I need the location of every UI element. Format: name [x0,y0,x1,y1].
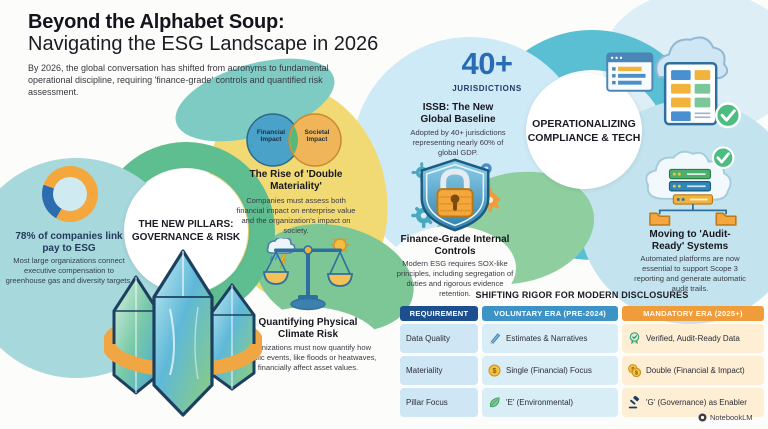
table-row: Verified, Audit-Ready Data [622,324,764,353]
coin-icon: $ [488,364,501,377]
table-row: Materiality [400,356,478,385]
page-subtitle: By 2026, the global conversation has shi… [28,63,329,98]
coins-icon: $$ [628,364,641,377]
jurisdictions-stat-value: 40+ [461,46,513,81]
table-row: Estimates & Narratives [482,324,618,353]
cell-requirement: Pillar Focus [406,398,448,407]
operationalizing-line1: OPERATIONALIZING [532,117,636,130]
table-row: 'G' (Governance) as Enabler [622,388,764,417]
venn-diagram-icon [246,113,342,167]
table-row: $$ Double (Financial & Impact) [622,356,764,385]
node-new-pillars-label: THE NEW PILLARS: GOVERNANCE & RISK [132,218,240,244]
attribution-text: NotebookLM [710,413,753,422]
page-title-bold: Beyond the Alphabet Soup: [28,11,285,33]
leaf-icon [488,396,501,409]
node-operationalizing-label: OPERATIONALIZING COMPLIANCE & TECH [528,117,641,145]
table-row: Pillar Focus [400,388,478,417]
table-row: Data Quality [400,324,478,353]
pillars-line2: GOVERNANCE & RISK [131,232,241,243]
double-materiality-body: Companies must assess both financial imp… [236,196,356,235]
venn-left-label: Financial Impact [256,129,286,144]
climate-risk-title: Quantifying Physical Climate Risk [258,317,358,340]
climate-scale-icon [263,238,353,311]
jurisdictions-stat-label: JURISDICTIONS [452,84,522,93]
controls-title: Finance-Grade Internal Controls [400,234,510,257]
table-row: $ Single (Financial) Focus [482,356,618,385]
cell-requirement: Data Quality [406,334,451,343]
cell-mandatory: 'G' (Governance) as Enabler [646,398,747,407]
issb-title: ISSB: The New Global Baseline [420,102,496,125]
svg-text:$: $ [635,371,639,377]
pillars-line1: THE NEW PILLARS: [138,219,234,230]
disclosure-table: REQUIREMENT VOLUNTARY ERA (PRE-2024) MAN… [400,306,764,417]
table-header-voluntary: VOLUNTARY ERA (PRE-2024) [482,306,618,321]
table-header-mandatory: MANDATORY ERA (2025+) [622,306,764,321]
audit-ready-title: Moving to 'Audit-Ready' Systems [649,229,731,252]
cell-voluntary: Single (Financial) Focus [506,366,592,375]
notebooklm-logo-icon [698,413,707,422]
cell-voluntary: 'E' (Environmental) [506,398,574,407]
cloud-report-icon [606,36,741,129]
svg-text:$: $ [492,366,497,375]
pencil-icon [488,332,501,345]
page-title-regular: Navigating the ESG Landscape in 2026 [28,33,379,55]
table-row: 'E' (Environmental) [482,388,618,417]
controls-body: Modern ESG requires SOX-like principles,… [396,259,514,298]
medal-icon [628,332,641,345]
cell-voluntary: Estimates & Narratives [506,334,588,343]
venn-right-label: Societal Impact [304,129,330,144]
cell-mandatory: Verified, Audit-Ready Data [646,334,740,343]
table-title: SHIFTING RIGOR FOR MODERN DISCLOSURES [475,290,689,300]
stat-pay-body: Most large organizations connect executi… [5,256,133,285]
double-materiality-title: The Rise of 'Double Materiality' [249,169,343,192]
cell-requirement: Materiality [406,366,443,375]
climate-risk-body: Organizations must now quantify how spec… [239,343,377,372]
issb-body: Adopted by 40+ jurisdictions representin… [410,128,506,157]
shield-lock-icon [411,158,500,232]
stat-pay-headline: 78% of companies link pay to ESG [15,231,123,254]
crystal-pillars-icon [104,249,262,417]
node-operationalizing: OPERATIONALIZING COMPLIANCE & TECH [526,73,642,189]
table-header-requirement: REQUIREMENT [400,306,478,321]
audit-ready-body: Automated platforms are now essential to… [634,254,746,293]
cell-mandatory: Double (Financial & Impact) [646,366,745,375]
attribution: NotebookLM [698,413,753,422]
gavel-icon [628,396,641,409]
donut-chart-icon [42,166,98,222]
audit-cloud-servers-icon [645,146,737,226]
operationalizing-line2: COMPLIANCE & TECH [527,132,641,144]
